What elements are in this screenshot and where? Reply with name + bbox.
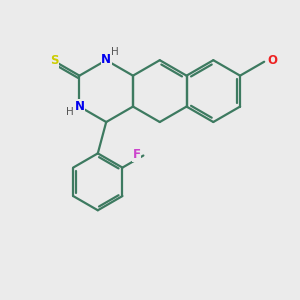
Text: S: S <box>50 55 58 68</box>
Text: H: H <box>111 47 118 57</box>
Text: F: F <box>132 148 140 161</box>
Text: H: H <box>66 107 74 117</box>
Text: N: N <box>101 53 111 66</box>
Text: O: O <box>268 54 278 67</box>
Text: N: N <box>74 100 84 113</box>
